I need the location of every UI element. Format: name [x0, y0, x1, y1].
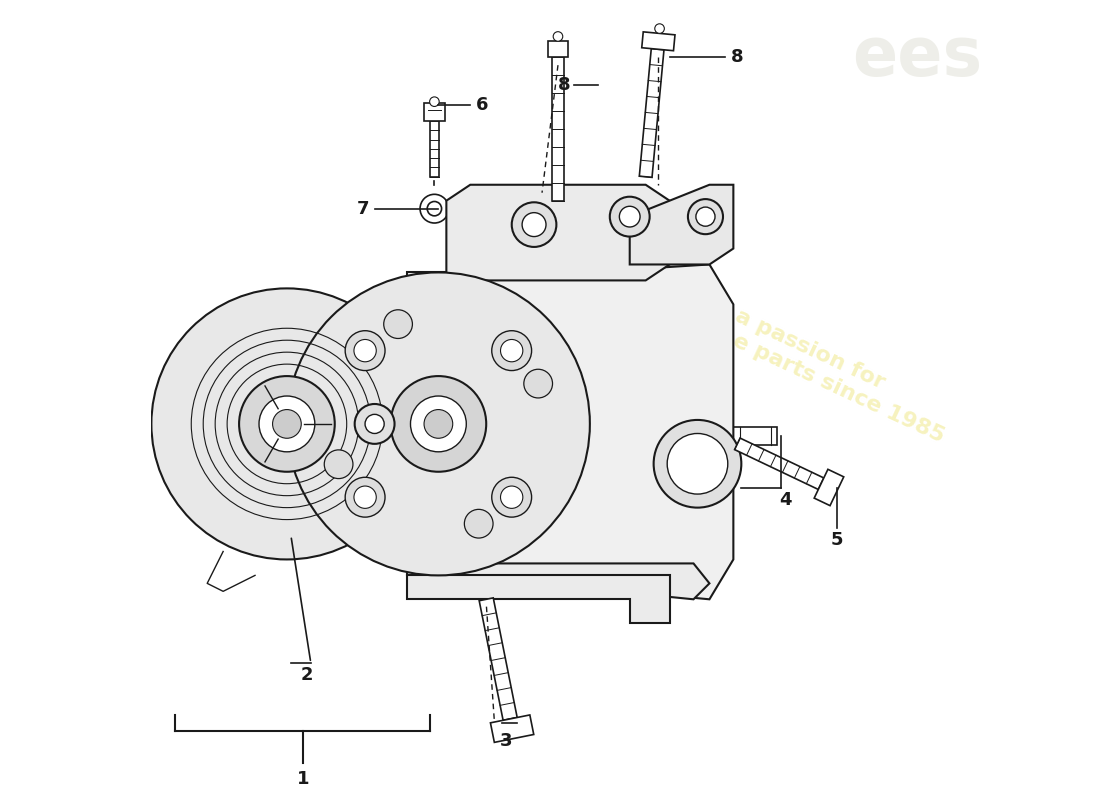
Polygon shape [454, 563, 710, 599]
Circle shape [619, 206, 640, 227]
Polygon shape [447, 185, 670, 281]
Text: a passion for
porsche parts since 1985: a passion for porsche parts since 1985 [653, 274, 957, 446]
Text: 5: 5 [830, 530, 844, 549]
Text: 3: 3 [499, 732, 513, 750]
Circle shape [390, 376, 486, 472]
Circle shape [324, 450, 353, 478]
FancyBboxPatch shape [549, 42, 568, 57]
Polygon shape [735, 438, 824, 490]
Circle shape [553, 32, 563, 42]
Circle shape [688, 199, 723, 234]
Polygon shape [639, 49, 664, 178]
Circle shape [427, 202, 441, 216]
Circle shape [653, 420, 741, 508]
Circle shape [696, 207, 715, 226]
Polygon shape [454, 265, 734, 599]
FancyBboxPatch shape [430, 121, 439, 177]
Circle shape [384, 310, 412, 338]
Circle shape [354, 339, 376, 362]
Circle shape [273, 410, 301, 438]
Circle shape [668, 434, 728, 494]
Circle shape [500, 339, 522, 362]
Polygon shape [407, 575, 670, 623]
Circle shape [524, 370, 552, 398]
Polygon shape [814, 470, 844, 506]
Circle shape [609, 197, 650, 237]
Text: 8: 8 [558, 76, 571, 94]
Circle shape [512, 202, 557, 247]
Circle shape [287, 273, 590, 575]
Text: 1: 1 [297, 770, 309, 788]
Circle shape [365, 414, 384, 434]
Circle shape [500, 486, 522, 508]
Polygon shape [480, 598, 517, 720]
Circle shape [354, 486, 376, 508]
Circle shape [345, 330, 385, 370]
Circle shape [258, 396, 315, 452]
Circle shape [492, 330, 531, 370]
Circle shape [410, 396, 466, 452]
Text: 7: 7 [356, 200, 369, 218]
Text: 8: 8 [732, 48, 744, 66]
Circle shape [430, 97, 439, 106]
Circle shape [464, 510, 493, 538]
Circle shape [492, 478, 531, 517]
Circle shape [420, 194, 449, 223]
FancyBboxPatch shape [551, 57, 564, 201]
Text: 6: 6 [476, 96, 488, 114]
FancyBboxPatch shape [407, 273, 471, 575]
Text: 4: 4 [779, 490, 791, 509]
Text: ees: ees [851, 24, 982, 90]
Polygon shape [641, 32, 675, 50]
Circle shape [522, 213, 546, 237]
Circle shape [345, 478, 385, 517]
Polygon shape [491, 715, 534, 742]
Circle shape [354, 404, 395, 444]
Circle shape [239, 376, 334, 472]
Circle shape [424, 410, 453, 438]
Polygon shape [629, 185, 734, 265]
Circle shape [152, 288, 422, 559]
Text: 2: 2 [300, 666, 313, 684]
Circle shape [654, 24, 664, 34]
FancyBboxPatch shape [424, 103, 444, 121]
FancyBboxPatch shape [734, 427, 778, 445]
